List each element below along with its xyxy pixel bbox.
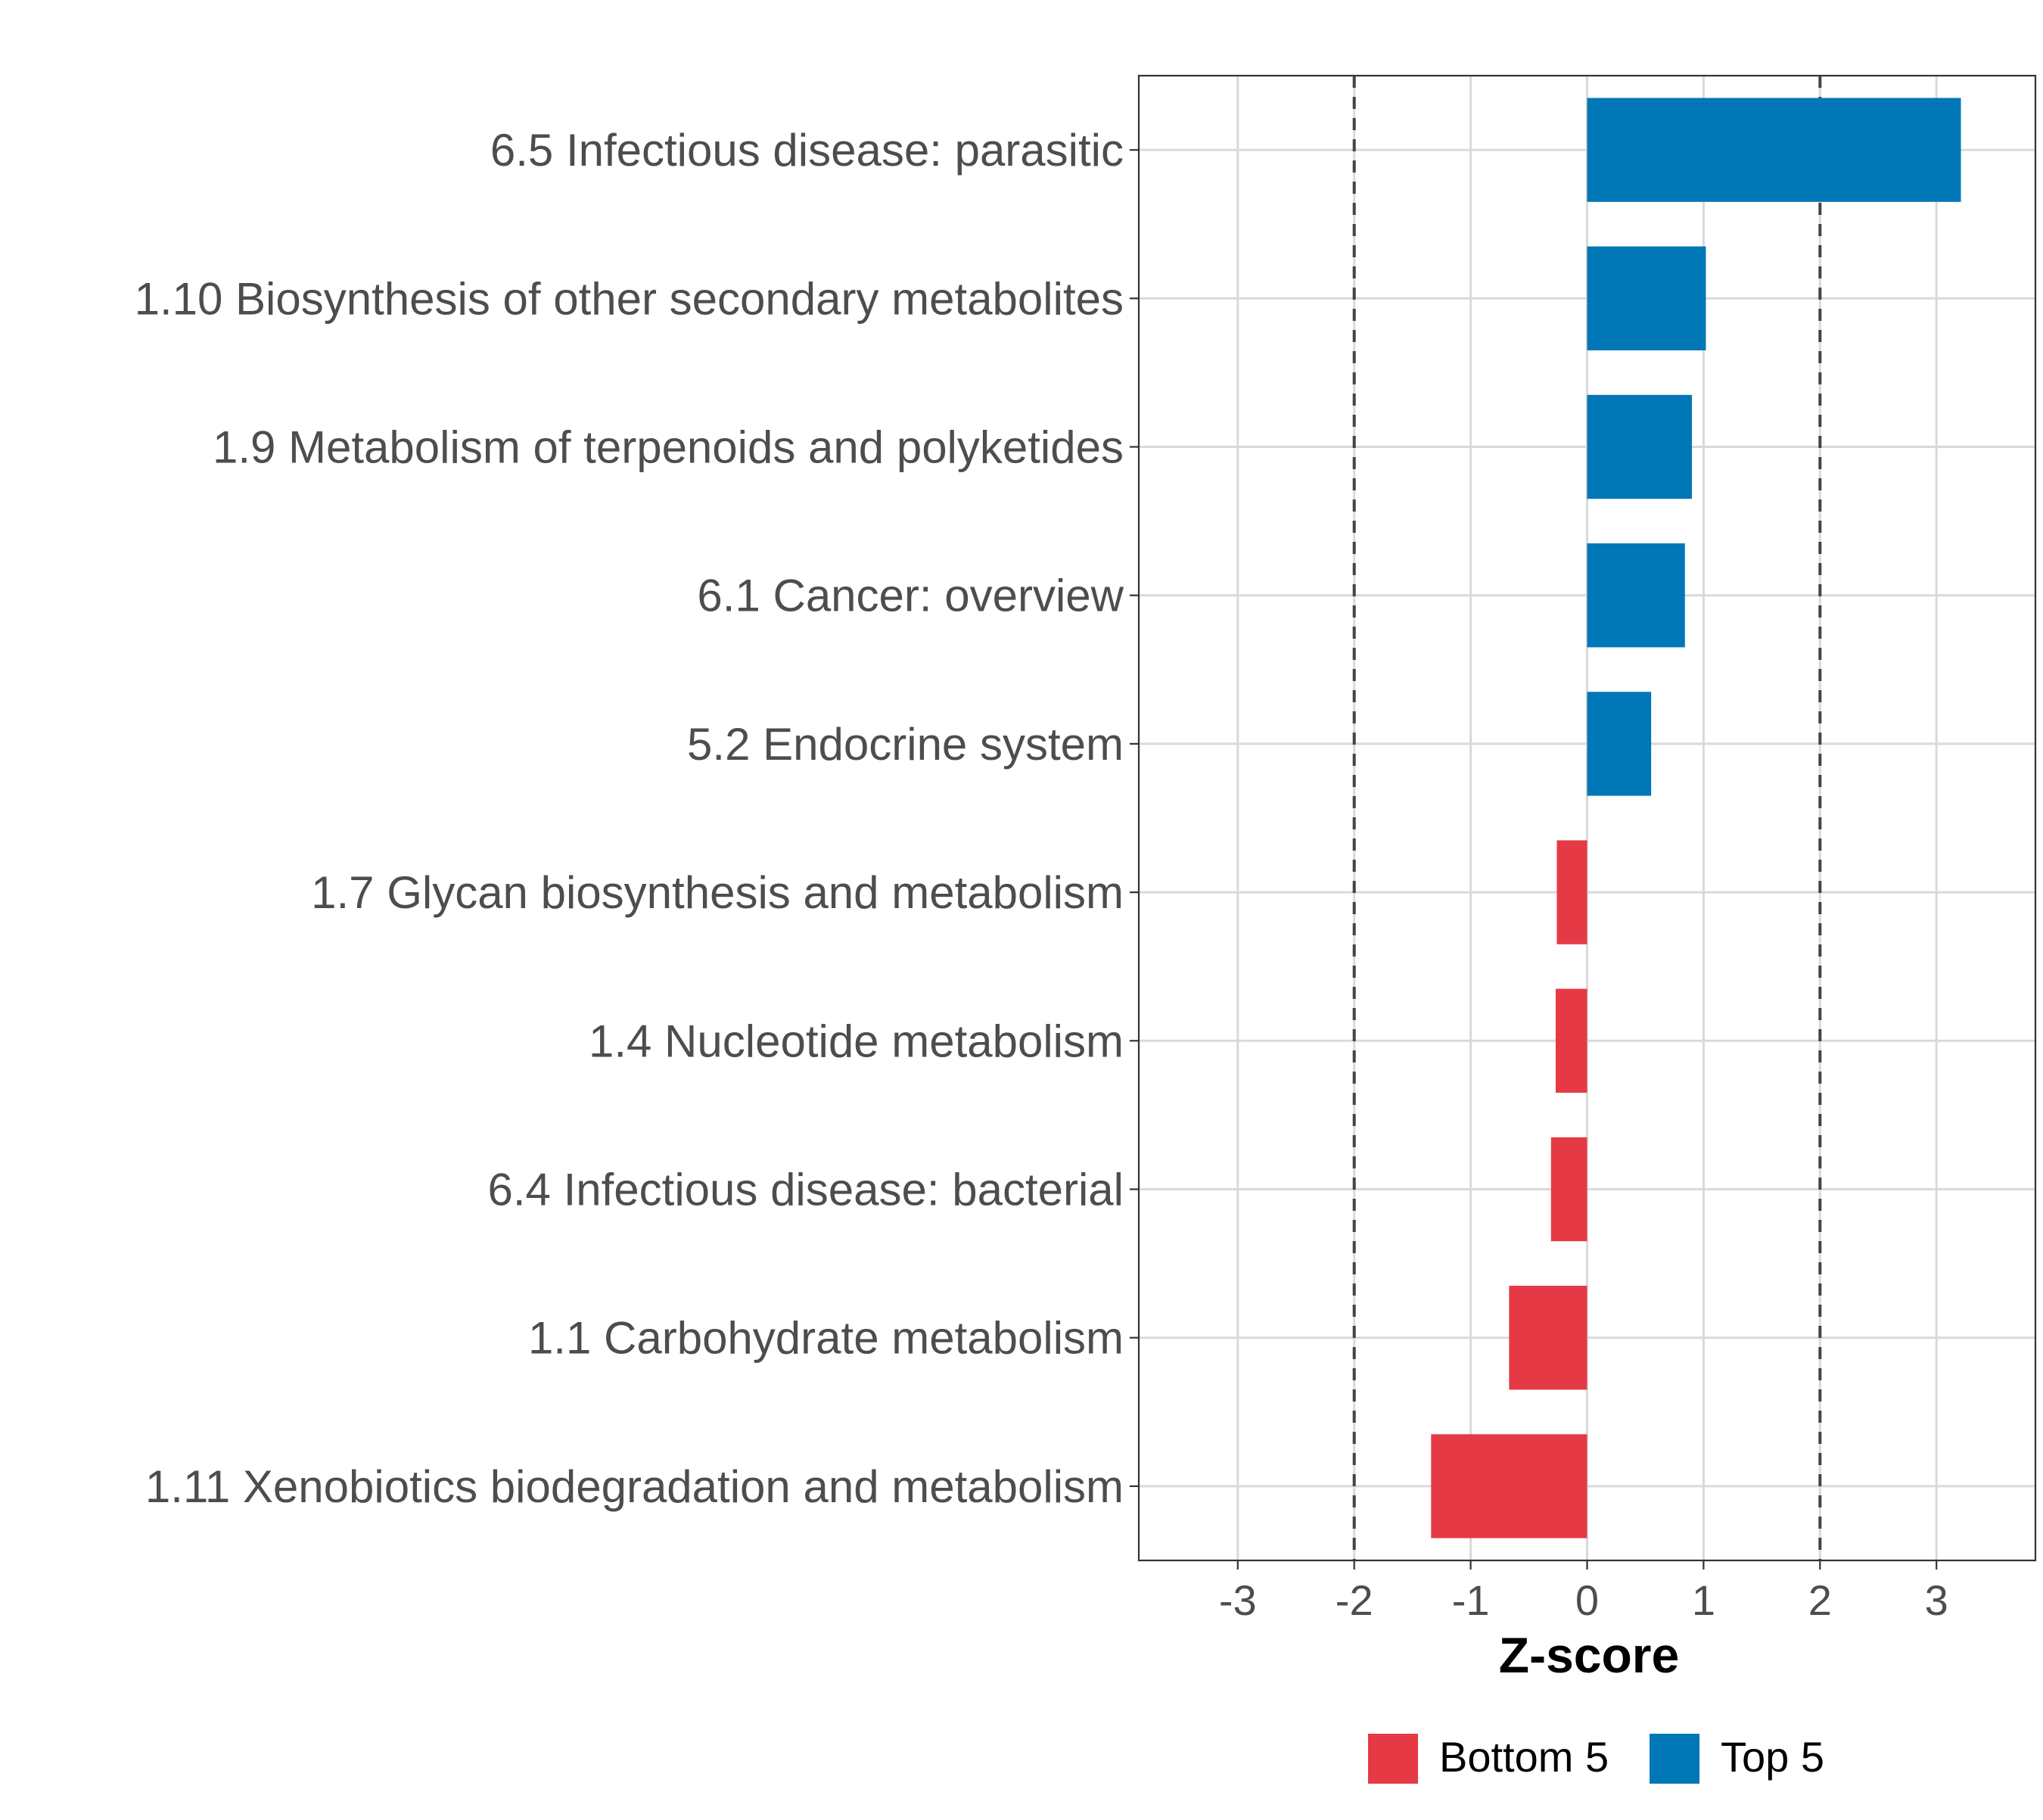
bar-7 [1555, 988, 1587, 1093]
x-tick-label: -1 [1452, 1576, 1490, 1624]
bar-4 [1587, 543, 1685, 648]
bars [1431, 98, 1961, 1538]
x-tick-label: 2 [1808, 1576, 1832, 1624]
legend-label: Top 5 [1721, 1733, 1824, 1781]
y-axis: 6.5 Infectious disease: parasitic 1.10 Bi… [135, 125, 1139, 1512]
bar-2 [1587, 246, 1706, 350]
x-tick-label: 1 [1692, 1576, 1715, 1624]
legend: Bottom 5 Top 5 [1368, 1733, 1824, 1784]
y-tick-label: 6.4 Infectious disease: bacterial [488, 1165, 1124, 1215]
x-tick-label: -3 [1219, 1576, 1257, 1624]
y-tick-label: 1.7 Glycan biosynthesis and metabolism [311, 867, 1124, 918]
y-tick-label: 1.9 Metabolism of terpenoids and polyket… [213, 422, 1124, 473]
bar-1 [1587, 98, 1961, 202]
y-tick-label: 5.2 Endocrine system [687, 719, 1124, 770]
y-tick-label: 1.1 Carbohydrate metabolism [528, 1313, 1124, 1364]
x-axis: -3 -2 -1 0 1 2 3 [1219, 1560, 1948, 1624]
y-tick-label: 1.10 Biosynthesis of other secondary met… [135, 273, 1124, 324]
reference-lines [1352, 76, 1822, 1560]
y-tick-label: 6.1 Cancer: overview [697, 571, 1124, 621]
y-tick-label: 6.5 Infectious disease: parasitic [490, 125, 1124, 176]
bar-3 [1587, 394, 1693, 499]
legend-swatch [1650, 1734, 1699, 1784]
bar-8 [1550, 1137, 1587, 1242]
y-tick-label: 1.4 Nucleotide metabolism [589, 1016, 1124, 1066]
legend-swatch [1368, 1734, 1418, 1784]
x-tick-label: 0 [1575, 1576, 1599, 1624]
legend-label: Bottom 5 [1439, 1733, 1609, 1781]
bar-5 [1587, 692, 1652, 796]
bar-9 [1509, 1286, 1587, 1390]
x-tick-label: 3 [1925, 1576, 1948, 1624]
bar-6 [1556, 840, 1587, 944]
x-axis-title: Z-score [1499, 1627, 1679, 1683]
x-tick-label: -2 [1336, 1576, 1373, 1624]
bar-10 [1431, 1434, 1587, 1538]
y-tick-label: 1.11 Xenobiotics biodegradation and meta… [145, 1461, 1124, 1512]
